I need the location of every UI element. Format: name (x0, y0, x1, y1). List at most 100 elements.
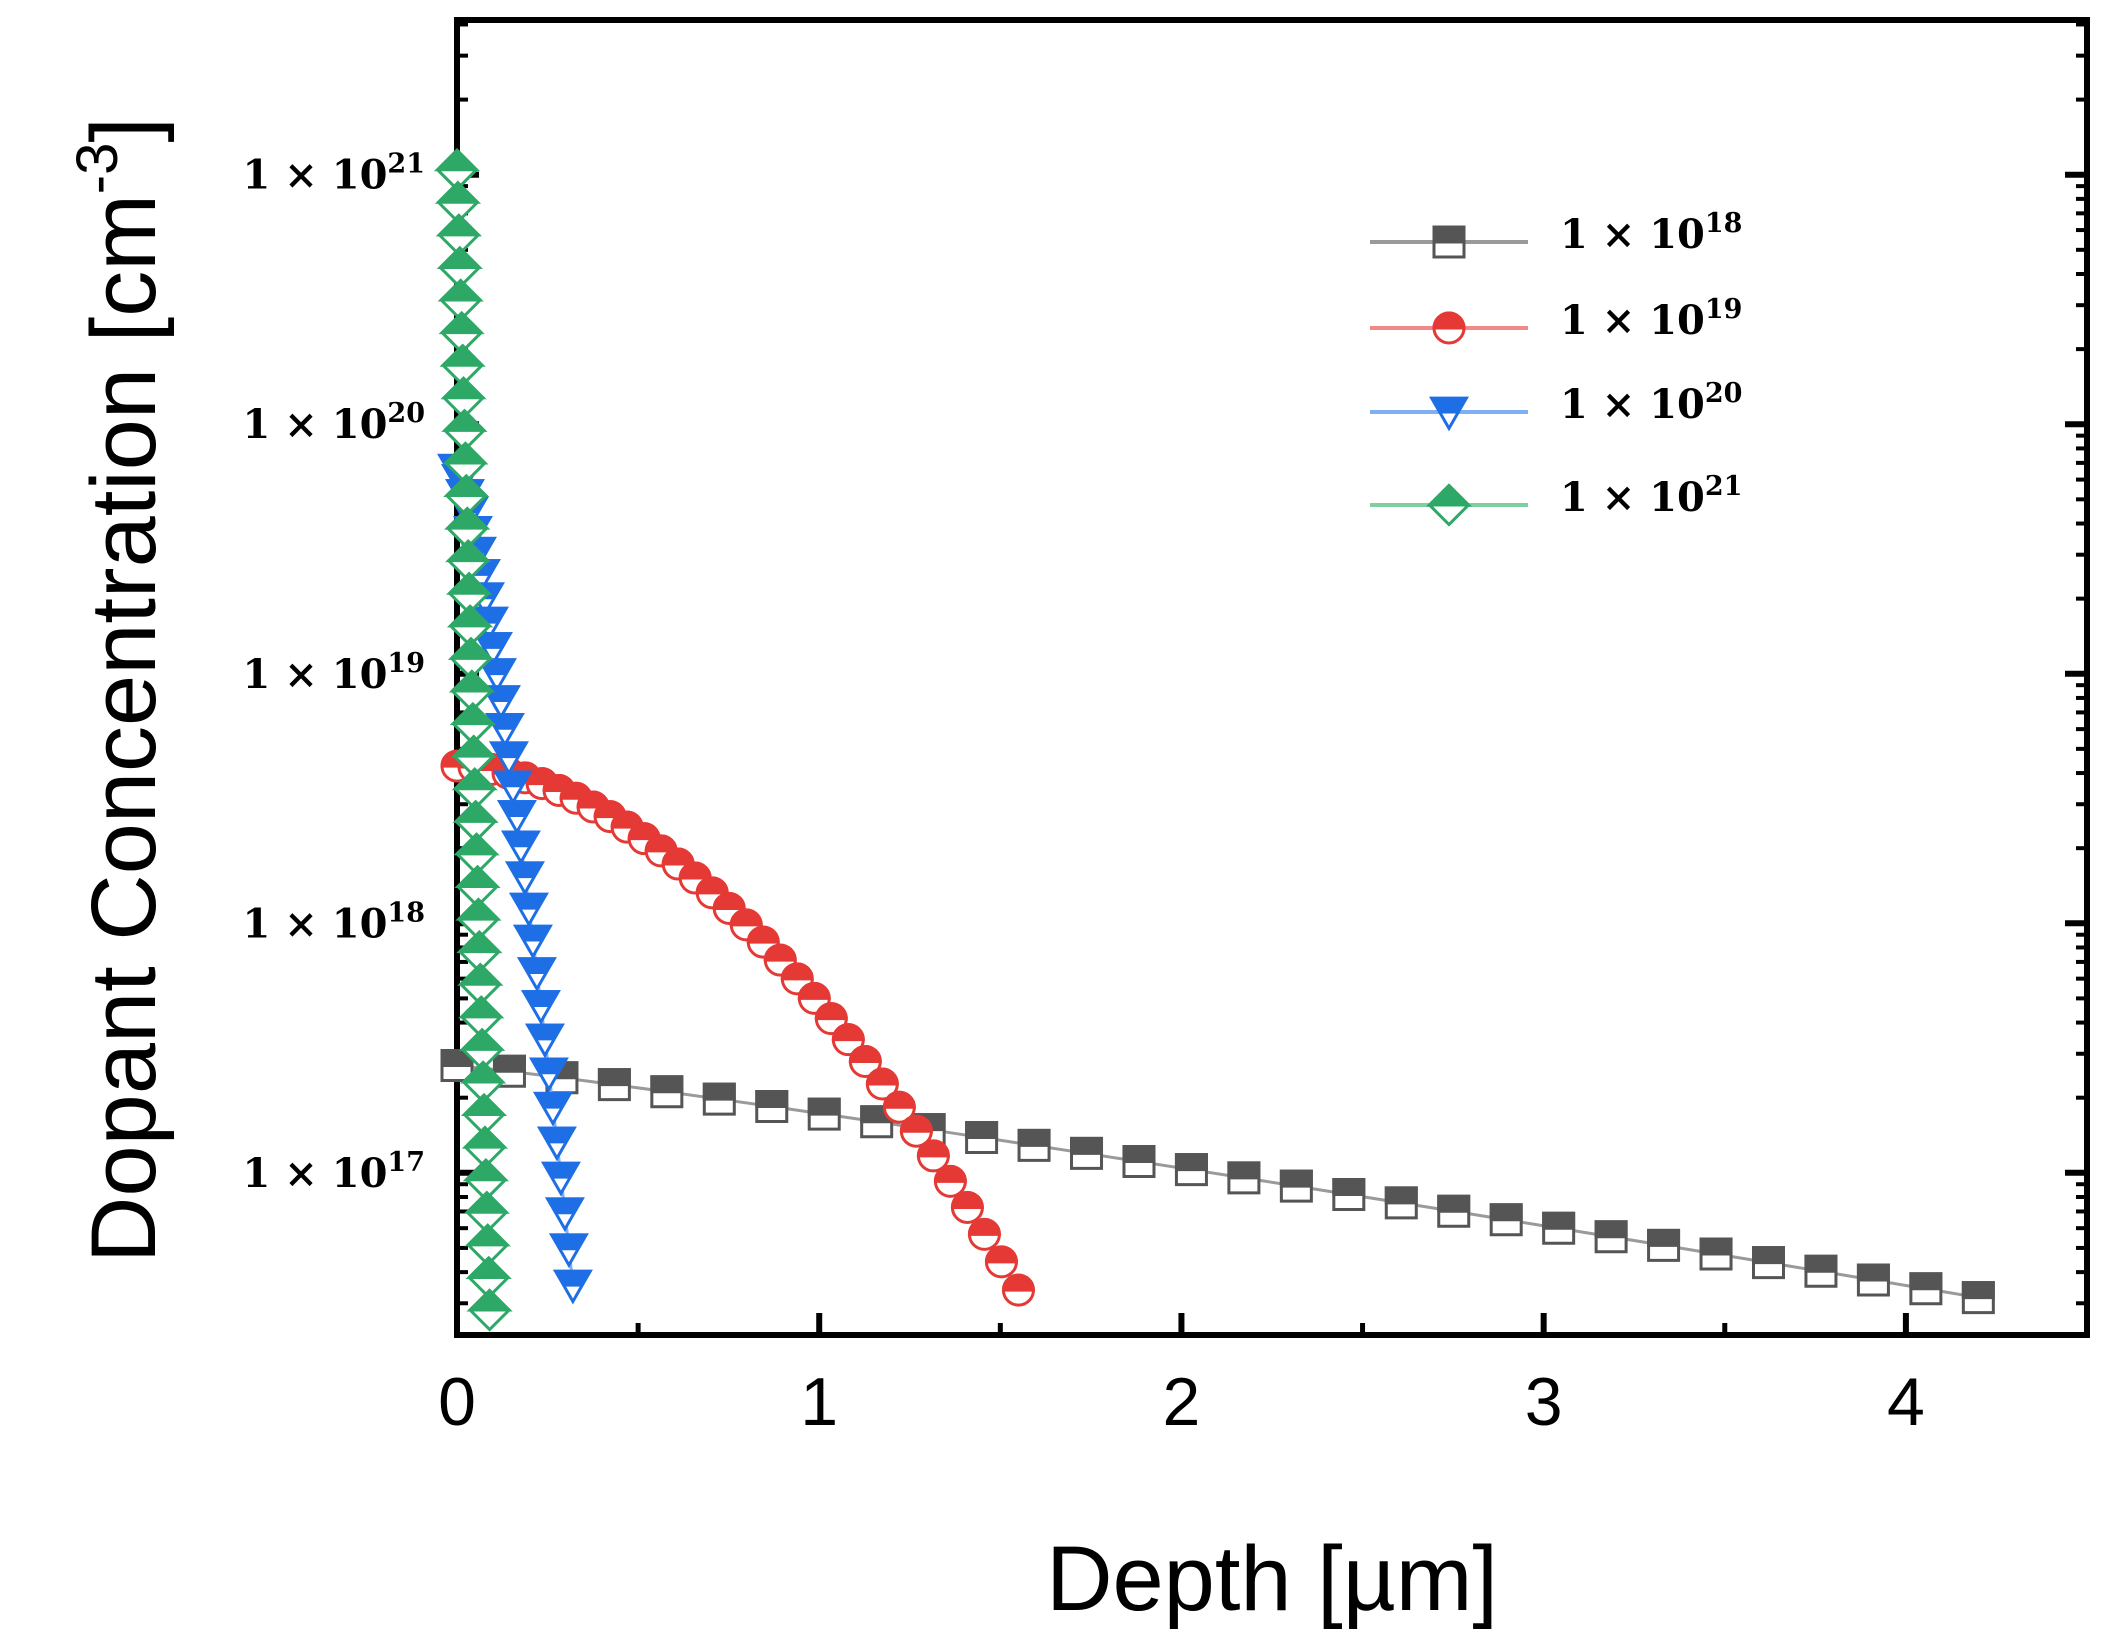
data-point-1e18 (1804, 1254, 1838, 1288)
data-point-1e18 (1699, 1237, 1733, 1271)
data-point-1e21 (449, 701, 496, 746)
x-tick-label: 2 (1163, 1364, 1201, 1440)
data-point-1e18 (1647, 1228, 1681, 1262)
x-tick-label: 0 (438, 1364, 476, 1440)
data-point-1e18 (1856, 1263, 1890, 1297)
legend-item-1e20: 1 × 1020 (1370, 378, 1742, 432)
data-point-1e20 (549, 1233, 589, 1269)
data-point-1e21 (454, 864, 501, 909)
series-1e18 (440, 1049, 1995, 1315)
x-tick-marks (454, 1313, 1909, 1335)
y-tick-label-mantissa: 1 × 10 (243, 651, 388, 698)
y-tick-label-exponent: 17 (387, 1147, 425, 1178)
y-tick-label-mantissa: 1 × 10 (243, 401, 388, 448)
legend-label: 1 × 1021 (1560, 471, 1742, 521)
data-point-1e20 (521, 990, 561, 1025)
data-point-1e21 (451, 767, 498, 811)
x-axis-title: Depth [µm] (1046, 1528, 1498, 1630)
data-point-1e21 (463, 1190, 510, 1234)
data-point-1e21 (437, 278, 484, 322)
data-point-1e19 (967, 1217, 1001, 1251)
y-axis-title: Dopant Concentration [cm-3] (65, 117, 175, 1263)
data-point-1e20 (525, 1023, 565, 1059)
data-point-1e20 (553, 1269, 593, 1305)
data-point-1e19 (729, 908, 763, 942)
data-point-1e20 (485, 712, 525, 748)
legend-marker-circle (1432, 311, 1466, 345)
data-point-1e18 (1279, 1169, 1313, 1203)
data-point-1e18 (1332, 1177, 1366, 1211)
data-point-1e20 (545, 1197, 585, 1233)
y-axis-title-main: Dopant Concentration [cm (73, 194, 175, 1263)
legend-marker-triangle-down (1429, 396, 1469, 432)
data-point-1e18 (1384, 1186, 1418, 1220)
y-tick-marks (457, 22, 2087, 1306)
legend-label-exponent: 21 (1705, 471, 1743, 502)
y-axis-title-exponent: -3 (65, 143, 130, 195)
data-point-1e20 (505, 861, 545, 897)
y-tick-label-exponent: 19 (387, 648, 425, 679)
y-tick-label: 1 × 1018 (243, 897, 425, 947)
legend-label: 1 × 1019 (1560, 294, 1742, 344)
legend-label: 1 × 1020 (1560, 378, 1742, 428)
y-tick-label-mantissa: 1 × 10 (243, 900, 388, 947)
y-tick-label: 1 × 1020 (243, 398, 425, 448)
data-point-1e20 (541, 1161, 581, 1197)
data-point-1e21 (462, 1158, 509, 1202)
data-point-1e20 (537, 1126, 577, 1162)
data-point-1e20 (529, 1057, 569, 1093)
series-1e21 (433, 148, 513, 1332)
data-point-1e21 (447, 636, 495, 681)
data-point-1e18 (1437, 1194, 1471, 1228)
data-point-1e18 (597, 1068, 631, 1102)
data-point-1e20 (517, 957, 557, 992)
data-point-1e18 (650, 1075, 684, 1109)
data-point-1e18 (1174, 1153, 1208, 1187)
y-tick-label-exponent: 18 (387, 897, 425, 928)
data-point-1e18 (965, 1120, 999, 1154)
legend-label-mantissa: 1 × 10 (1560, 381, 1705, 428)
series-layer (433, 148, 1995, 1332)
data-point-1e21 (442, 441, 489, 485)
x-tick-label: 3 (1525, 1364, 1563, 1440)
data-point-1e20 (533, 1091, 573, 1127)
data-point-1e19 (899, 1114, 933, 1148)
legend-label-exponent: 18 (1705, 208, 1743, 239)
data-point-1e18 (807, 1097, 841, 1131)
data-point-1e20 (473, 632, 513, 667)
data-point-1e20 (501, 830, 541, 866)
data-point-1e21 (444, 506, 491, 550)
data-point-1e21 (446, 604, 494, 648)
data-point-1e19 (848, 1045, 882, 1078)
legend-label-mantissa: 1 × 10 (1560, 297, 1705, 344)
data-point-1e19 (916, 1139, 950, 1173)
legend-item-1e18: 1 × 1018 (1370, 208, 1743, 259)
y-tick-label-mantissa: 1 × 10 (243, 152, 388, 199)
data-point-1e19 (1001, 1273, 1035, 1307)
data-point-1e20 (509, 892, 549, 928)
data-point-1e18 (1751, 1246, 1785, 1280)
data-point-1e21 (438, 310, 485, 355)
data-point-1e18 (1227, 1161, 1261, 1195)
data-point-1e20 (477, 658, 517, 693)
x-tick-labels: 0 1 2 3 4 (438, 1364, 1925, 1440)
data-point-1e20 (489, 741, 529, 777)
legend-item-1e21: 1 × 1021 (1370, 471, 1742, 527)
legend-label-mantissa: 1 × 10 (1560, 211, 1705, 258)
data-point-1e19 (831, 1023, 865, 1057)
data-point-1e18 (702, 1082, 736, 1116)
legend-marker-square (1432, 225, 1466, 259)
data-point-1e19 (882, 1090, 916, 1124)
legend-label-exponent: 20 (1705, 378, 1743, 409)
legend-marker-diamond (1425, 483, 1473, 527)
plot-frame (454, 17, 2090, 1338)
data-point-1e18 (1017, 1128, 1051, 1162)
y-tick-label-exponent: 21 (387, 149, 425, 180)
data-point-1e18 (440, 1049, 474, 1083)
data-point-1e19 (814, 1002, 848, 1036)
data-point-1e18 (1542, 1211, 1576, 1245)
data-point-1e18 (1594, 1220, 1628, 1254)
data-point-1e19 (984, 1245, 1018, 1279)
